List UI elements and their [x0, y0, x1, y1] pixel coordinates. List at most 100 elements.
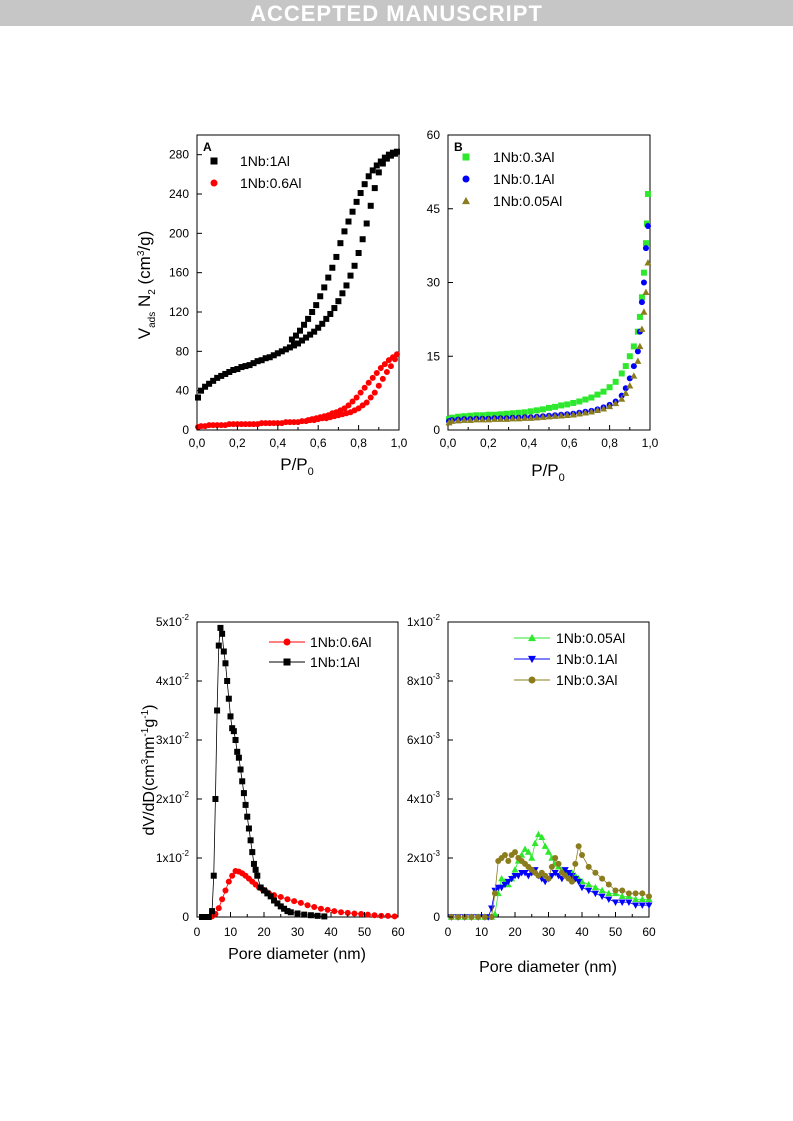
panel-b-series-1nb-0-1al-legend-label: 1Nb:0.1Al: [493, 171, 554, 187]
panel-d-x-axis-label: Pore diameter (nm): [479, 959, 617, 976]
panel-b-series-1nb-0-05al-point: [612, 399, 620, 407]
panel-a-y-tick-label: 40: [176, 384, 190, 398]
panel-a-series-1nb-1al-point: [351, 262, 358, 269]
panel-c-y-label-d: ): [141, 705, 158, 710]
panel-a-x-label-main: P/P: [280, 455, 307, 474]
panel-d-y-tick-label: 1x10-2: [407, 613, 441, 629]
panel-d-series-1nb-0-05al-point: [524, 848, 532, 855]
panel-a-series-1nb-1al-point: [299, 337, 306, 344]
panel-c-series-1nb-1al-point: [219, 630, 226, 637]
panel-b-series-1nb-0-3al-point: [558, 402, 565, 409]
panel-d-y-tick-label-exp: -3: [433, 790, 441, 799]
panel-a-series-1nb-1al-point: [202, 383, 209, 390]
panel-d-series-1nb-0-3al-point: [612, 887, 619, 894]
panel-b-series-1nb-0-3al-point: [588, 394, 595, 401]
panel-d-x-tick-label: 30: [542, 925, 556, 939]
panel-a-y-label-n: N: [135, 295, 154, 312]
panel-c-series-1nb-1al-point: [202, 914, 209, 920]
panel-b-series-1nb-0-05al-point: [575, 410, 583, 417]
panel-a-series-1nb-0-6al-point: [383, 368, 390, 375]
panel-d-series-1nb-0-1al-point: [591, 890, 599, 898]
panel-c-series-1nb-1al-point: [284, 908, 291, 915]
panel-d-x-tick-label: 10: [475, 925, 489, 939]
panel-d-series-1nb-0-1al-legend-label: 1Nb:0.1Al: [556, 651, 617, 667]
panel-b-series-1nb-0-1al-point: [640, 279, 647, 286]
panel-d-y-tick-label-exp: -3: [433, 849, 441, 858]
panel-b-series-1nb-0-1al-point: [644, 222, 651, 229]
panel-a-y-tick-label: 120: [169, 305, 189, 319]
panel-a-series-1nb-1al-point: [290, 342, 297, 349]
panel-a-series-1nb-1al-point: [369, 167, 376, 174]
panel-a-y-tick-label: 160: [169, 266, 189, 280]
panel-b-series-1nb-0-05al-point: [636, 342, 644, 350]
panel-b-series-1nb-0-1al-point: [634, 348, 641, 355]
panel-d-series-1nb-0-3al-point: [575, 843, 582, 850]
panel-a-series-1nb-1al-point: [359, 236, 366, 243]
panel-c-series-1nb-0-6al-point: [304, 902, 311, 909]
panel-a-y-tick-label: 200: [169, 226, 189, 240]
panel-c-series-1nb-0-6al-point: [371, 912, 378, 919]
panel-d-y-tick-label-base: 1x10: [407, 615, 433, 629]
panel-c-series-1nb-1al-point: [261, 887, 267, 894]
panel-d-series-1nb-0-1al-point: [618, 899, 626, 906]
panel-c-series-1nb-1al-point: [234, 748, 241, 755]
panel-c-series-1nb-1al-point: [215, 642, 222, 649]
panel-b-series-1nb-0-05al-point: [618, 395, 626, 402]
panel-d-y-tick-label: 0: [433, 910, 440, 924]
panel-a-series-1nb-1al-point: [303, 334, 310, 341]
panel-c-series-1nb-1al-legend-marker: [283, 658, 291, 666]
panel-d-series-1nb-0-05al-point: [638, 895, 646, 902]
panel-a-series-1nb-0-6al-point: [349, 398, 356, 405]
panel-c-x-axis-label: Pore diameter (nm): [228, 946, 366, 963]
panel-a-series-1nb-1al-point: [341, 228, 348, 235]
panel-a-series-1nb-1al-point: [339, 290, 346, 297]
panel-d-series-1nb-0-05al-point: [545, 848, 552, 855]
panel-b-x-tick-label: 1,0: [642, 436, 659, 450]
panel-a-legend: 1Nb:1Al 1Nb:0.6Al: [210, 153, 301, 191]
panel-a-series-1nb-1al-legend-marker: [210, 157, 218, 165]
panel-c-y-tick-label-exp: -2: [182, 849, 190, 858]
panel-d-series-1nb-0-3al-legend-label: 1Nb:0.3Al: [556, 672, 617, 688]
panel-c-series-1nb-1al-point: [232, 737, 239, 743]
panel-c-series-1nb-1al-point: [220, 648, 227, 655]
panel-a-y-ticks: 0 40 80 120 160 200 240 280: [169, 148, 202, 437]
panel-c-y-label-sup-3: 3: [140, 758, 151, 764]
panel-a-series-1nb-1al-point: [274, 350, 281, 357]
panel-d-series-1nb-0-3al-point: [605, 881, 612, 888]
panel-c-series-1nb-1al-point: [237, 766, 244, 773]
panel-d-series-1nb-0-3al-point: [481, 914, 488, 920]
panel-c-x-tick-label: 30: [291, 925, 305, 939]
panel-a-series-1nb-1al-point: [295, 340, 301, 347]
panel-a-series-1nb-1al-point: [323, 315, 330, 322]
panel-d-series-1nb-0-05al-point: [528, 854, 536, 861]
panel-a-series-1nb-1al-point: [353, 198, 360, 205]
panel-a-series-1nb-1al-point: [347, 272, 354, 279]
panel-c-y-label-sup-m1b: -1: [140, 709, 151, 718]
panel-b-series-1nb-0-1al-point: [630, 363, 637, 370]
panel-c-y-tick-label: 5x10-2: [156, 613, 190, 629]
panel-c-series-1nb-1al-point: [230, 728, 237, 735]
panel-c-series-1nb-0-6al-point: [297, 899, 304, 906]
panel-d-series-1nb-0-05al-point: [511, 866, 519, 873]
panel-c-series-1nb-1al-point: [287, 909, 294, 916]
panel-b-series-1nb-0-3al-point: [576, 398, 583, 405]
panel-c-series-1nb-1al-point: [209, 908, 216, 915]
panel-b-series-1nb-0-05al-point: [638, 325, 646, 332]
panel-b-series-1nb-0-05al-point: [497, 415, 505, 422]
panel-c-chart: 0 10 20 30 40 50 60 01x10-22x10-23x10-24x10-25…: [140, 613, 405, 963]
panel-c-y-tick-label-base: 3x10: [156, 733, 182, 747]
panel-a-series-1nb-1al-point: [210, 377, 217, 384]
panel-c-series-1nb-1al-point: [254, 872, 261, 879]
panel-c-y-label-a: dV/dD(cm: [141, 764, 158, 835]
panel-c-series-1nb-0-6al-point: [351, 910, 358, 917]
panel-a-series-1nb-0-6al-point: [377, 365, 384, 372]
panel-a-series-1nb-1al-point: [234, 366, 241, 373]
panel-b-series-1nb-0-3al-point: [497, 411, 504, 418]
panel-b-series-1nb-0-05al-point: [606, 402, 614, 410]
panel-b-series-1nb-0-3al-point: [509, 410, 516, 417]
panel-a-x-label-sub: 0: [308, 466, 314, 478]
panel-a-series-1nb-1al-point: [317, 293, 324, 300]
panel-c-y-tick-label-exp: -2: [182, 613, 190, 622]
